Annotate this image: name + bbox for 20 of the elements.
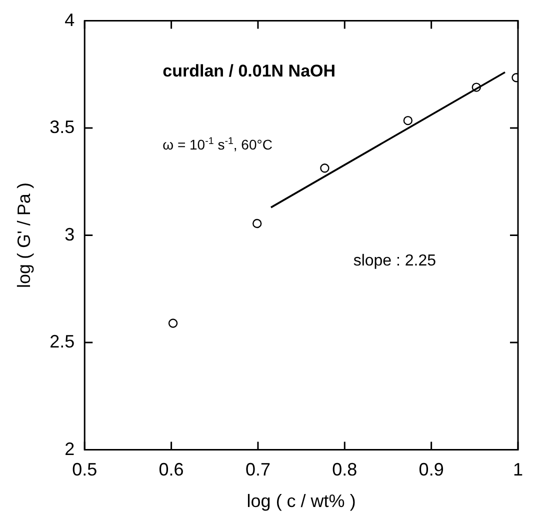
y-axis-title: log ( G' / Pa ) [14,182,34,288]
point [472,82,481,92]
x-tick-label: 0.8 [332,460,358,480]
x-tick-label: 0.5 [72,460,98,480]
y-tick-label: 4 [64,10,75,30]
x-tick-label: 0.9 [418,460,444,480]
x-tick-label: 0.6 [158,460,184,480]
text: curdlan / 0.01N NaOH [162,62,336,81]
annotation: slope : 2.25 [353,252,436,270]
point [252,218,262,228]
point [320,164,330,173]
x-tick-label: 1 [512,460,523,480]
point [403,116,413,126]
point [168,318,178,328]
y-tick-label: 3 [64,224,75,244]
x-tick-label: 0.7 [245,460,270,480]
y-tick-label: 2 [64,438,75,459]
y-tick-label: 2.5 [50,332,75,352]
y-tick-label: 3.5 [50,117,75,138]
x-axis-title: log ( c / wt% ) [246,491,356,512]
